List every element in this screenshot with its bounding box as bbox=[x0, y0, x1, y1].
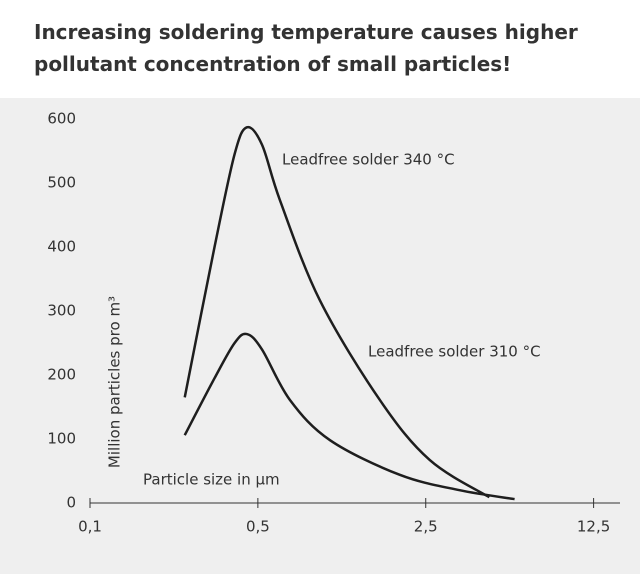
x-tick-label: 12,5 bbox=[577, 518, 610, 536]
y-tick-label: 600 bbox=[47, 110, 76, 128]
y-tick-label: 0 bbox=[66, 494, 76, 512]
x-tick-label: 0,5 bbox=[246, 518, 270, 536]
chart-panel bbox=[0, 98, 640, 574]
series-label: Leadfree solder 310 °C bbox=[368, 343, 541, 361]
line-series bbox=[183, 332, 515, 501]
y-tick-label: 400 bbox=[47, 238, 76, 256]
chart-title: Increasing soldering temperature causes … bbox=[34, 20, 578, 76]
y-tick-label: 200 bbox=[47, 366, 76, 384]
x-tick-label: 2,5 bbox=[414, 518, 438, 536]
y-tick-label: 500 bbox=[47, 174, 76, 192]
x-tick-label: 0,1 bbox=[78, 518, 102, 536]
series-label: Leadfree solder 340 °C bbox=[282, 151, 455, 169]
x-axis-label: Particle size in µm bbox=[143, 471, 280, 489]
line-series bbox=[183, 125, 490, 499]
y-axis-label: Million particles pro m³ bbox=[106, 296, 124, 468]
y-tick-label: 300 bbox=[47, 302, 76, 320]
y-tick-label: 100 bbox=[47, 430, 76, 448]
